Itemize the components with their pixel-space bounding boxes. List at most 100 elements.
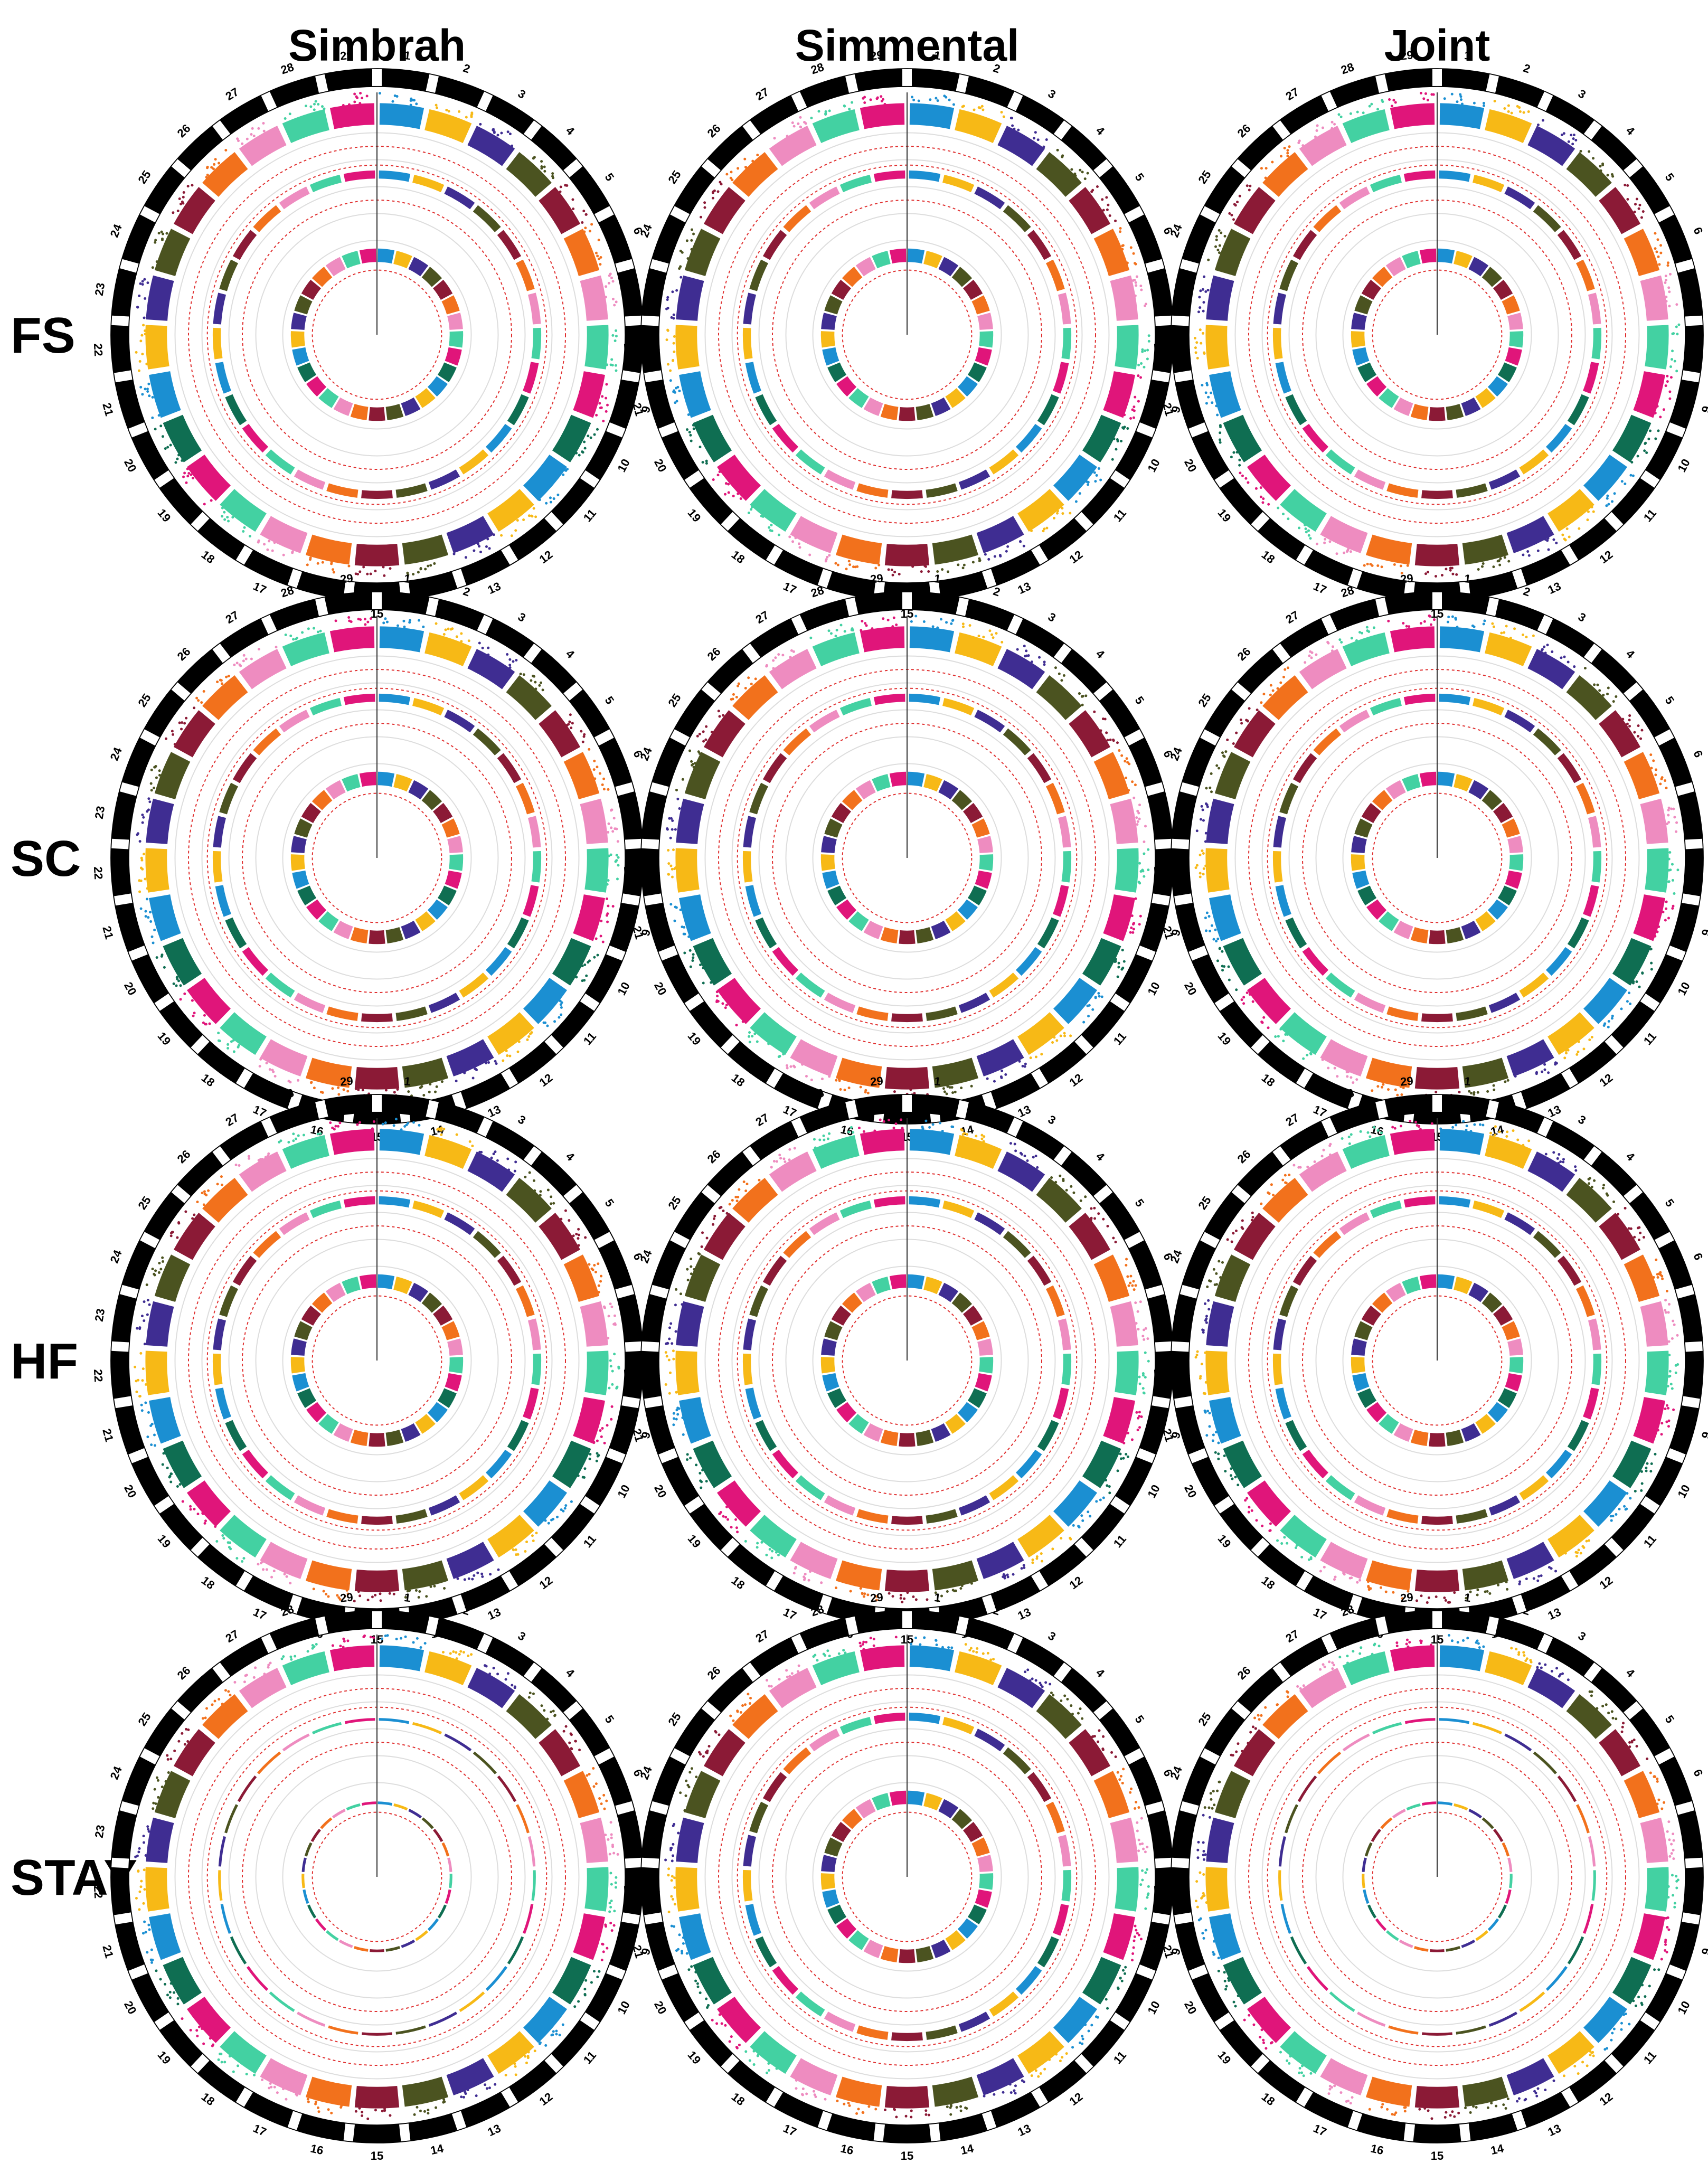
scatter-dot (1099, 1498, 1102, 1501)
inner-track (1410, 927, 1429, 944)
inner-track (393, 1803, 408, 1811)
scatter-dot (1230, 1240, 1233, 1243)
scatter-dot (588, 748, 591, 751)
scatter-dot (183, 1743, 186, 1746)
middle-track (1488, 993, 1521, 1013)
scatter-dot (951, 619, 954, 622)
scatter-dot (671, 1875, 674, 1878)
scatter-dot (756, 1542, 759, 1545)
chromosome-band (884, 543, 930, 566)
scatter-dot (1024, 1062, 1027, 1065)
chromosome-label: 27 (223, 1111, 241, 1129)
scatter-dot (1282, 1040, 1285, 1043)
threshold-circle (1372, 269, 1503, 400)
scatter-dot (1079, 1707, 1082, 1711)
scatter-dot (519, 673, 522, 676)
scatter-dot (155, 1776, 158, 1779)
scatter-dot (1459, 95, 1462, 98)
scatter-dot (1470, 1092, 1473, 1095)
inner-track (1493, 1305, 1513, 1326)
scatter-dot (1286, 666, 1289, 669)
scatter-dot (682, 1942, 685, 1945)
inner-track (318, 388, 339, 408)
scatter-dot (1269, 684, 1272, 687)
scatter-dot (588, 959, 591, 962)
chromosome-label: 18 (199, 548, 218, 566)
chromosome-band (1103, 1913, 1135, 1960)
scatter-dot (934, 1591, 937, 1594)
scatter-dot (805, 1074, 808, 1078)
chromosome-band (154, 229, 191, 276)
middle-track (279, 710, 310, 733)
scatter-dot (843, 104, 846, 107)
inner-track (820, 854, 835, 871)
scatter-dot (1407, 1590, 1410, 1593)
scatter-dot (1144, 303, 1147, 306)
scatter-dot (1430, 1122, 1433, 1125)
inner-track (1351, 1357, 1365, 1374)
scatter-dot (1575, 1053, 1579, 1056)
scatter-dot (183, 992, 186, 995)
inner-track (963, 279, 983, 300)
scatter-dot (732, 693, 735, 696)
scatter-dot (558, 2034, 561, 2037)
scatter-dot (593, 433, 596, 436)
middle-track (361, 490, 393, 499)
chromosome-band (220, 1012, 267, 1055)
scatter-dot (1083, 177, 1087, 181)
middle-track (795, 1991, 825, 2017)
scatter-dot (1022, 544, 1025, 547)
scatter-dot (895, 624, 898, 627)
chromosome-label: 25 (135, 691, 153, 709)
scatter-dot (479, 122, 482, 126)
inner-track (306, 1402, 327, 1423)
chromosome-band (1485, 1651, 1532, 1685)
scatter-dot (891, 573, 894, 577)
chromosome-label: 24 (1168, 745, 1185, 762)
inner-track (1372, 1292, 1393, 1313)
scatter-dot (1114, 219, 1117, 222)
scatter-dot (1665, 823, 1668, 826)
scatter-dot (257, 127, 260, 130)
scatter-dot (1036, 1166, 1039, 1169)
circular-manhattan: 1234567891011121314151617181920212223242… (621, 571, 1193, 1144)
chromosome-band (379, 1645, 424, 1671)
scatter-dot (148, 394, 151, 398)
scatter-dot (748, 1702, 751, 1705)
scatter-dot (1094, 996, 1097, 999)
scatter-dot (1006, 1575, 1009, 1579)
chromosome-band (1439, 626, 1485, 653)
scatter-dot (772, 659, 775, 662)
scatter-dot (1210, 391, 1213, 394)
middle-track (1473, 174, 1505, 193)
scatter-dot (402, 619, 405, 622)
scatter-dot (593, 1264, 596, 1267)
scatter-dot (1304, 523, 1307, 526)
scatter-dot (269, 2082, 272, 2085)
inner-track (820, 331, 835, 348)
scatter-dot (229, 1694, 232, 1697)
scatter-dot (228, 2055, 231, 2058)
scatter-dot (1134, 783, 1137, 787)
scatter-dot (314, 2102, 317, 2105)
chromosome-band (1485, 109, 1532, 143)
scatter-dot (1507, 560, 1511, 563)
middle-track (523, 1387, 539, 1420)
inner-track (1379, 388, 1399, 408)
chromosome-band (186, 1480, 231, 1527)
scatter-dot (684, 1794, 687, 1797)
inner-track (967, 1388, 987, 1408)
scatter-dot (374, 2109, 377, 2112)
scatter-dot (810, 1079, 813, 1082)
scatter-dot (549, 500, 552, 504)
scatter-dot (164, 1780, 167, 1783)
inner-track (848, 1930, 869, 1950)
inner-track (1379, 911, 1399, 931)
scatter-dot (1201, 849, 1204, 852)
inner-track (848, 388, 869, 408)
scatter-dot (1084, 2023, 1087, 2026)
ring-box (1685, 1341, 1703, 1352)
chromosome-label: 12 (1067, 1574, 1086, 1592)
scatter-dot (737, 684, 740, 687)
